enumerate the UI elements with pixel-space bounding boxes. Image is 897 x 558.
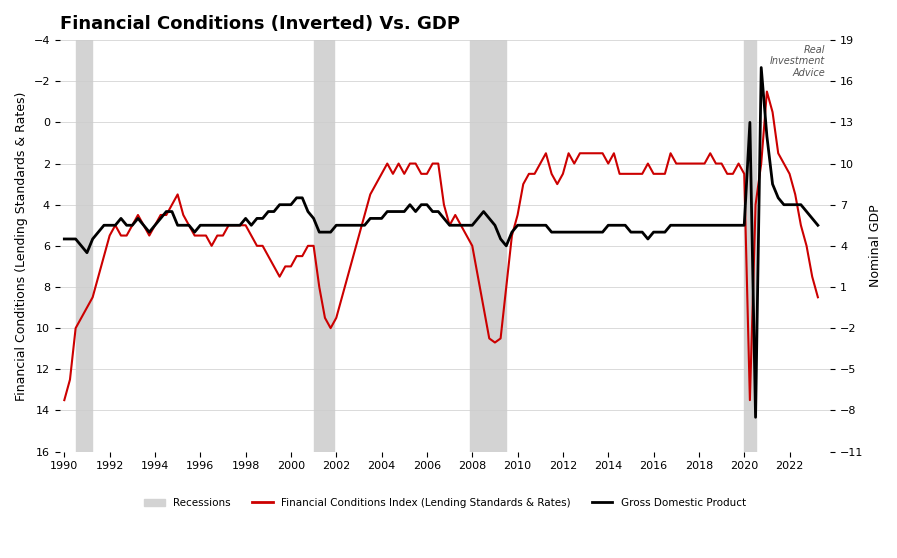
Bar	[314, 40, 334, 451]
Bar	[745, 40, 755, 451]
Y-axis label: Nominal GDP: Nominal GDP	[869, 205, 882, 287]
Legend: Recessions, Financial Conditions Index (Lending Standards & Rates), Gross Domest: Recessions, Financial Conditions Index (…	[140, 494, 750, 512]
Bar	[75, 40, 91, 451]
Text: Real
Investment
Advice: Real Investment Advice	[770, 45, 825, 78]
Text: Financial Conditions (Inverted) Vs. GDP: Financial Conditions (Inverted) Vs. GDP	[60, 15, 460, 33]
Bar	[470, 40, 506, 451]
Y-axis label: Financial Conditions (Lending Standards & Rates): Financial Conditions (Lending Standards …	[15, 91, 28, 401]
